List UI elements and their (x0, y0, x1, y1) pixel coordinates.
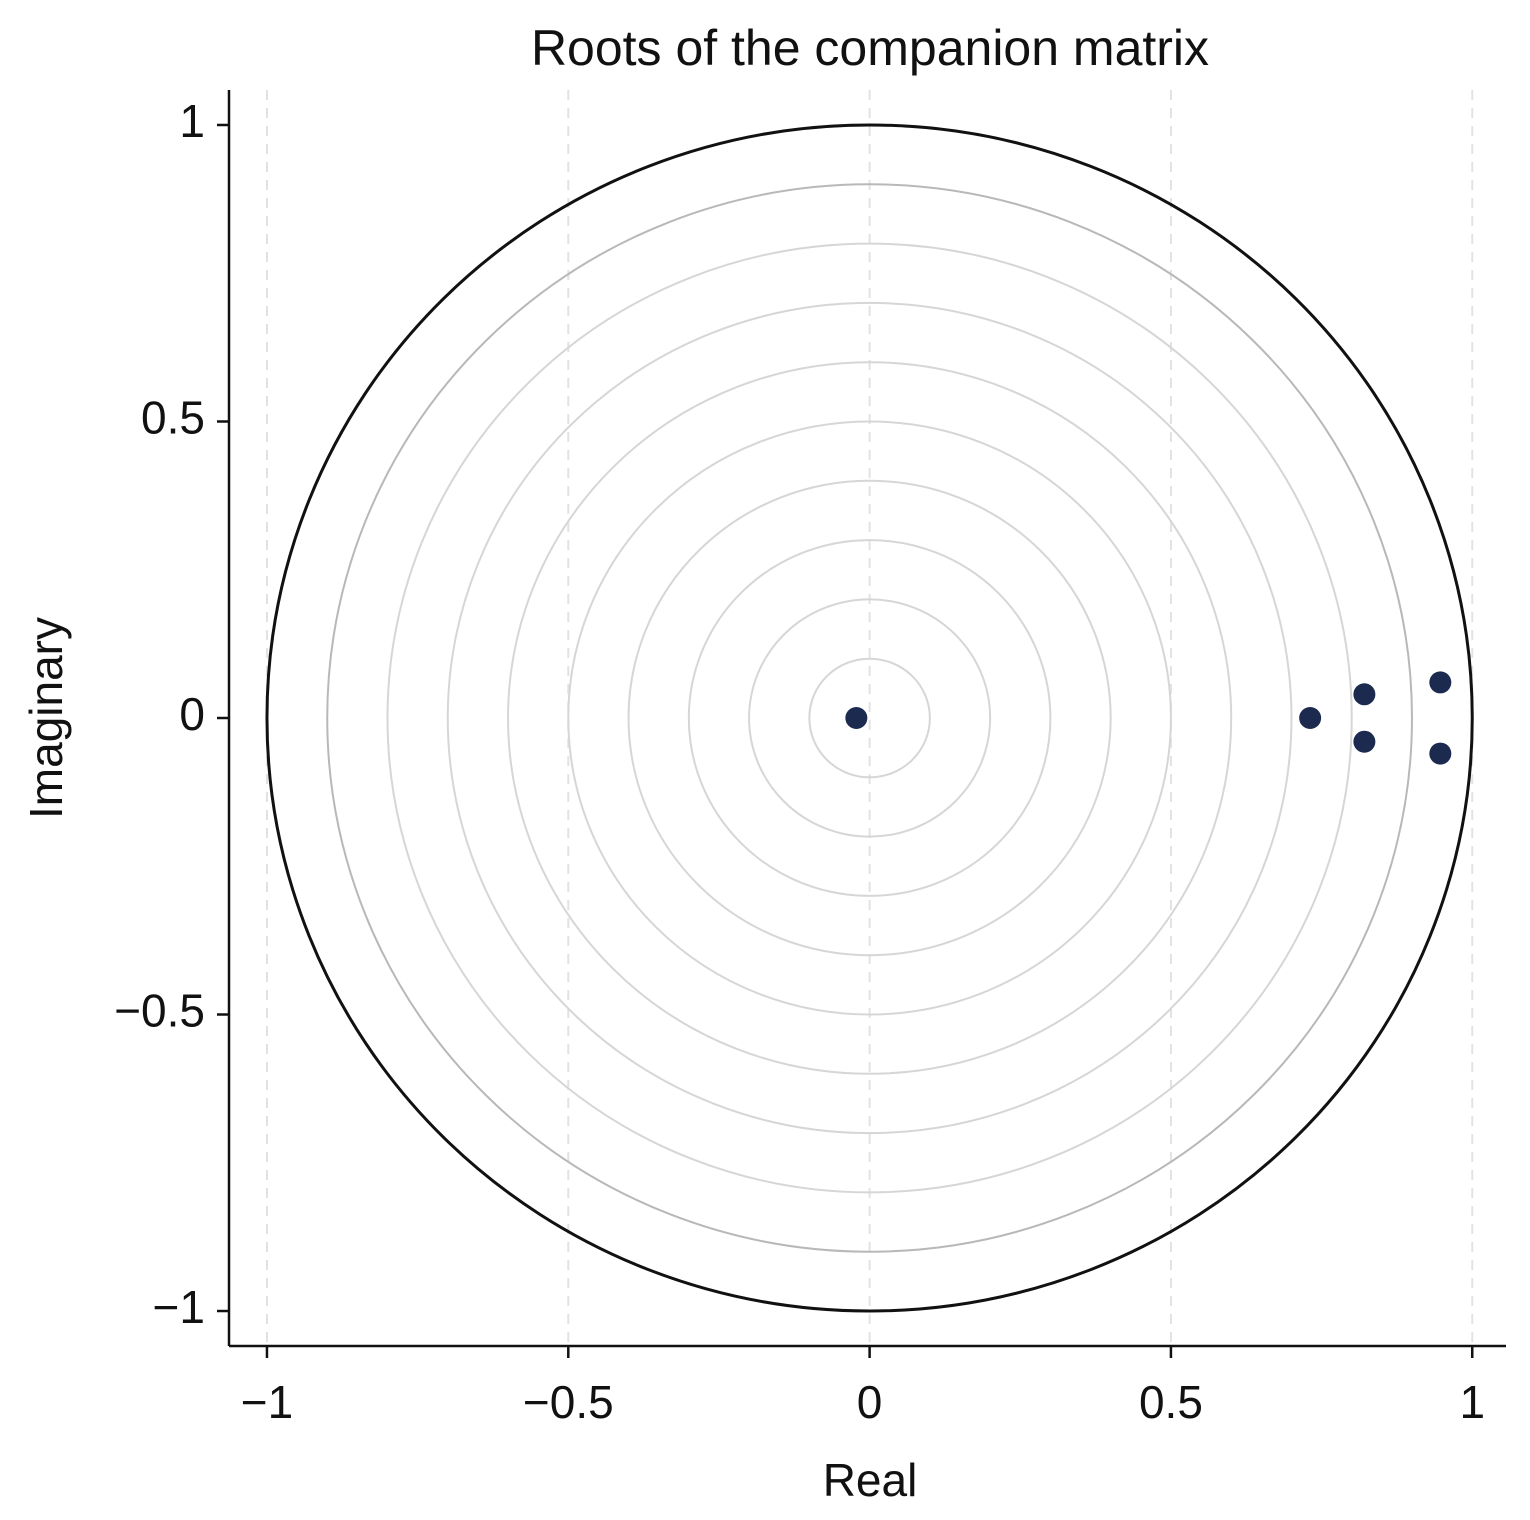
x-tick-label: −1 (241, 1376, 293, 1428)
x-tick-label: −0.5 (523, 1376, 614, 1428)
y-tick-label: 0 (179, 688, 205, 740)
x-tick-label: 0 (857, 1376, 883, 1428)
y-tick-label: −1 (153, 1281, 205, 1333)
point (1353, 683, 1376, 706)
x-tick-label: 1 (1459, 1376, 1485, 1428)
x-tick-label: 0.5 (1139, 1376, 1203, 1428)
y-tick-label: −0.5 (114, 985, 205, 1037)
grid-ring (386, 242, 1353, 1194)
unit-circle (265, 123, 1474, 1313)
point (1429, 671, 1452, 694)
grid-ring (326, 183, 1413, 1253)
y-tick-label: 0.5 (141, 392, 205, 444)
x-axis-label: Real (823, 1454, 918, 1506)
grid-ring (808, 657, 931, 779)
grid-ring (687, 539, 1052, 897)
point (1299, 707, 1322, 729)
point (1353, 730, 1376, 753)
y-tick-label: 1 (179, 95, 205, 147)
grid-ring (627, 479, 1112, 957)
chart-title: Roots of the companion matrix (531, 20, 1209, 76)
y-axis-label: Imaginary (20, 617, 72, 819)
grid-ring (748, 598, 992, 838)
point (1429, 742, 1452, 765)
point (845, 707, 868, 729)
grid-ring (507, 361, 1233, 1075)
grid-ring (567, 420, 1172, 1016)
grid-ring (446, 301, 1293, 1135)
